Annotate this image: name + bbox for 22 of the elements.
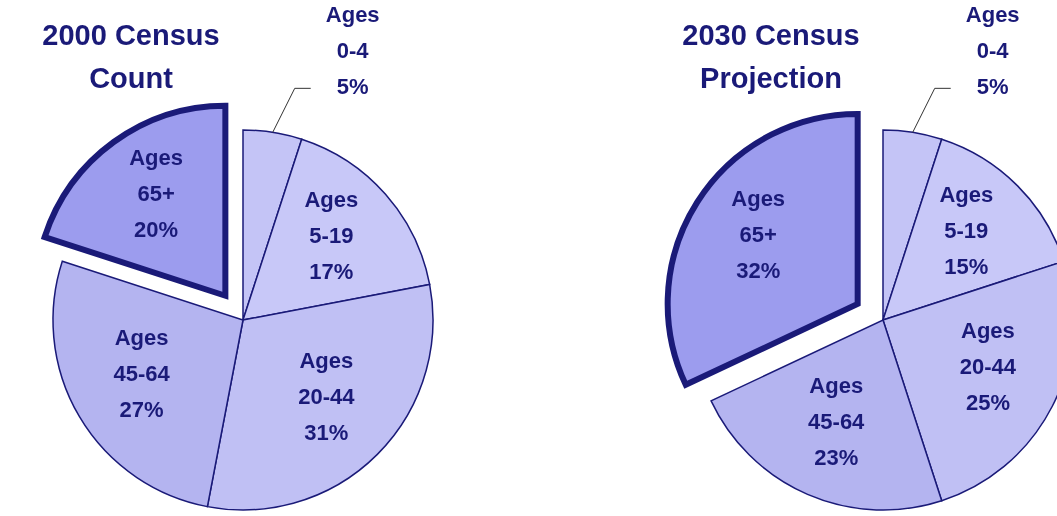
data-label: 25% <box>965 390 1010 416</box>
slice-label: Ages 0-4 <box>965 2 1020 64</box>
data-label: 32% <box>736 257 781 283</box>
slice-label: Ages 45-64 <box>113 324 171 386</box>
slice-label: Ages 45-64 <box>808 373 866 435</box>
slice-label: Ages 0-4 <box>325 2 380 64</box>
data-label: 5% <box>336 74 369 100</box>
slice-label: Ages 5-19 <box>304 187 359 249</box>
slice-label: Ages 65+ <box>129 145 184 207</box>
slice-label: Ages 5-19 <box>939 181 994 243</box>
data-label: 31% <box>304 420 349 446</box>
slice-label: Ages 20-44 <box>298 348 356 410</box>
data-label: 17% <box>309 259 354 285</box>
data-label: 27% <box>119 396 164 422</box>
slice-label: Ages 65+ <box>731 185 786 247</box>
text: 2000 Census Count <box>42 19 220 94</box>
data-label: 15% <box>944 253 989 279</box>
data-label: 23% <box>814 445 859 471</box>
slice-label: Ages 20-44 <box>959 318 1017 380</box>
text: 2030 Census Projection <box>682 19 860 94</box>
data-label: 5% <box>976 74 1009 100</box>
data-label: 20% <box>134 217 179 243</box>
